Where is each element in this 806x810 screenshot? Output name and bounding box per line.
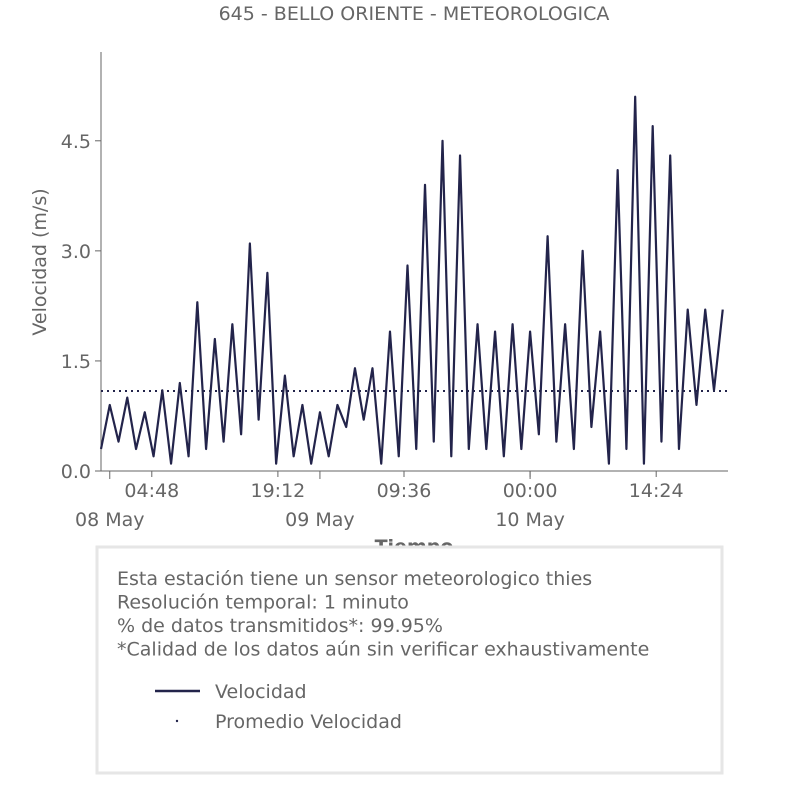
info-note: % de datos transmitidos*: 99.95%: [117, 615, 443, 637]
chart-title: 645 - BELLO ORIENTE - METEOROLOGICA: [219, 3, 610, 25]
y-tick-label: 3.0: [61, 241, 91, 263]
x-date-label: 09 May: [285, 509, 355, 531]
x-tick-label: 04:48: [124, 480, 179, 502]
legend-label: Velocidad: [215, 681, 307, 703]
x-tick-label: 19:12: [251, 480, 306, 502]
x-date-label: 10 May: [495, 509, 565, 531]
y-tick-label: 0.0: [61, 461, 91, 483]
x-tick-label: 00:00: [503, 480, 558, 502]
info-box: [95, 545, 724, 775]
legend-dot-swatch: [175, 719, 179, 723]
legend-label: Promedio Velocidad: [215, 711, 402, 733]
x-tick-label: 09:36: [377, 480, 432, 502]
y-axis-label: Velocidad (m/s): [29, 188, 51, 335]
info-note: Resolución temporal: 1 minuto: [117, 592, 409, 614]
info-note: Esta estación tiene un sensor meteorolog…: [117, 568, 592, 590]
x-tick-label: 14:24: [629, 480, 684, 502]
x-date-label: 08 May: [75, 509, 145, 531]
data-line: [99, 95, 724, 465]
y-tick-label: 1.5: [61, 351, 91, 373]
info-note: *Calidad de los datos aún sin verificar …: [117, 639, 649, 661]
y-tick-label: 4.5: [61, 131, 91, 153]
